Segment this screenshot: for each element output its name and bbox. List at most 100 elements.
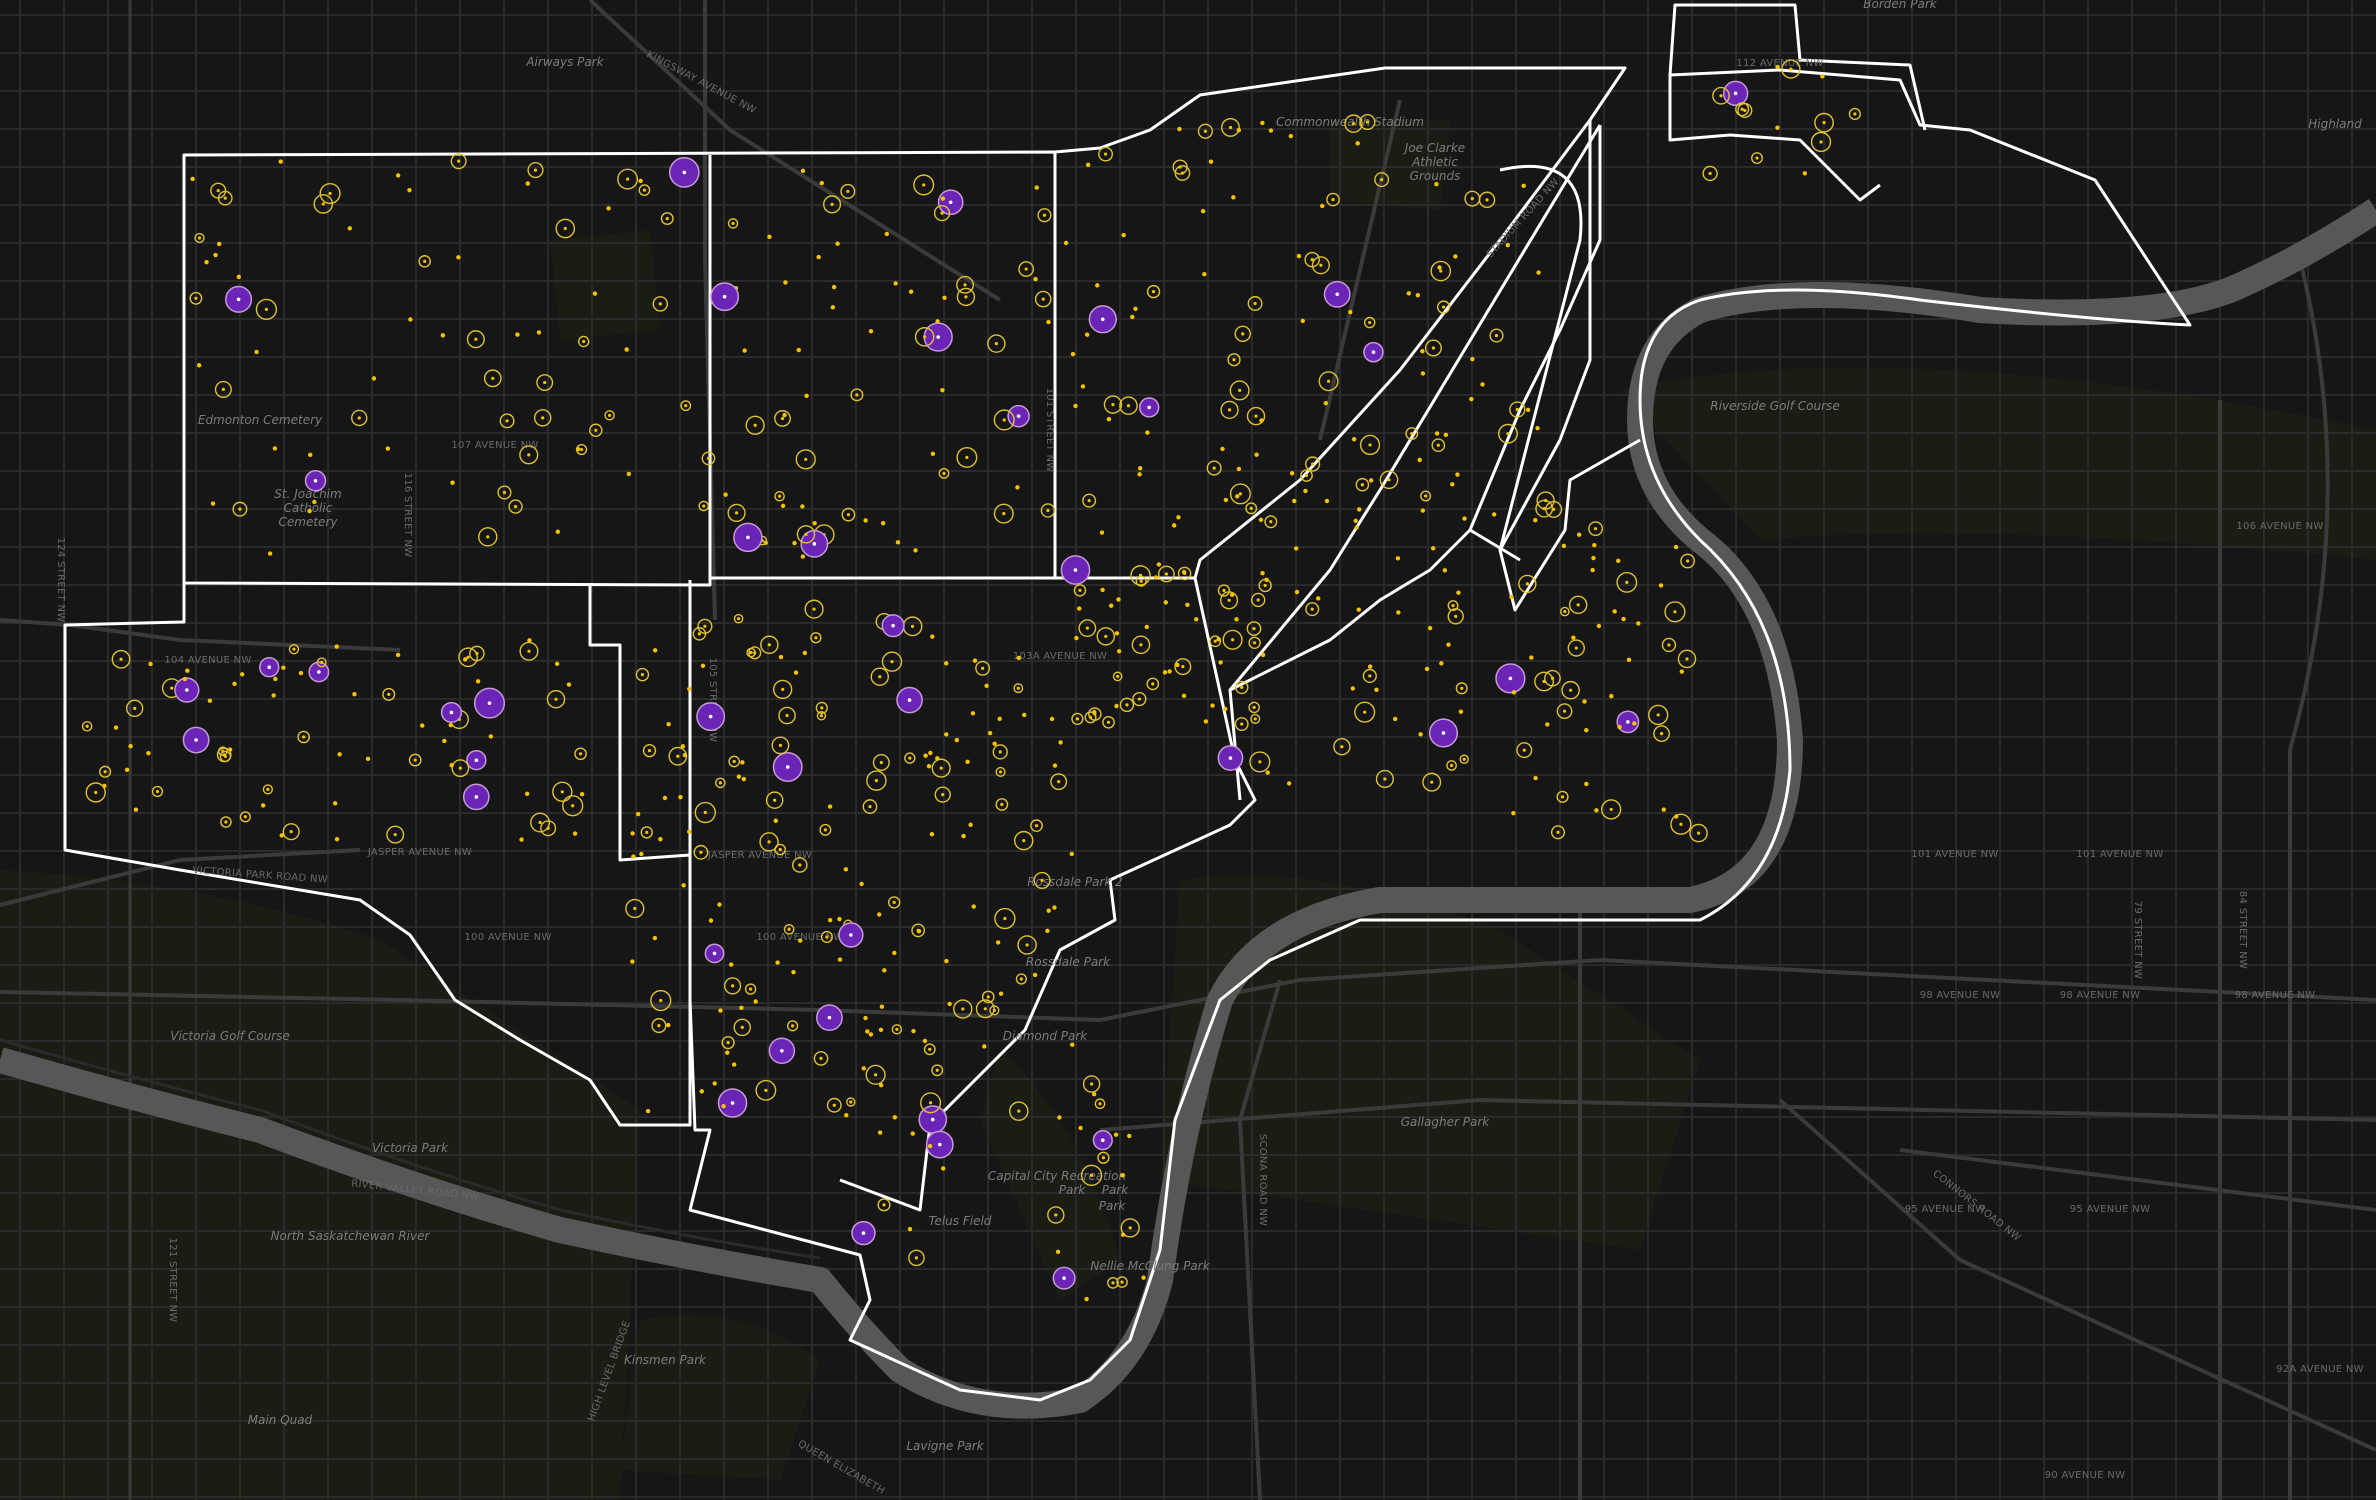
map-point[interactable]	[1138, 397, 1160, 418]
map-point[interactable]	[940, 1166, 946, 1171]
map-point[interactable]	[638, 184, 651, 196]
map-point[interactable]	[214, 380, 232, 398]
map-point[interactable]	[759, 832, 779, 852]
map-point[interactable]	[1108, 603, 1114, 608]
map-point[interactable]	[1203, 719, 1209, 724]
map-point[interactable]	[911, 1028, 916, 1034]
map-point[interactable]	[908, 1249, 925, 1267]
map-point[interactable]	[931, 1064, 944, 1077]
map-point[interactable]	[728, 962, 734, 967]
map-point[interactable]	[800, 168, 806, 174]
map-point[interactable]	[1009, 1101, 1029, 1121]
map-point[interactable]	[626, 471, 632, 477]
map-point[interactable]	[196, 363, 202, 368]
map-point[interactable]	[1046, 319, 1051, 325]
map-point[interactable]	[1247, 296, 1263, 311]
map-point[interactable]	[956, 287, 976, 307]
map-point[interactable]	[1234, 717, 1249, 731]
map-point[interactable]	[1146, 677, 1160, 691]
map-point[interactable]	[1070, 351, 1076, 357]
map-point[interactable]	[113, 725, 119, 730]
map-point[interactable]	[773, 679, 793, 700]
map-point[interactable]	[1246, 406, 1266, 426]
map-point[interactable]	[731, 1062, 737, 1067]
map-point[interactable]	[1235, 680, 1249, 695]
map-point[interactable]	[1073, 584, 1087, 597]
map-point[interactable]	[1323, 280, 1351, 308]
map-point[interactable]	[680, 400, 692, 412]
map-point[interactable]	[1034, 185, 1039, 190]
map-point[interactable]	[1055, 1249, 1061, 1255]
map-point[interactable]	[1254, 452, 1259, 457]
map-point[interactable]	[1144, 624, 1149, 630]
map-point[interactable]	[954, 737, 960, 743]
map-point[interactable]	[721, 1035, 735, 1050]
map-point[interactable]	[624, 347, 629, 352]
map-point[interactable]	[630, 959, 635, 964]
map-point[interactable]	[385, 446, 391, 451]
map-point[interactable]	[298, 670, 304, 676]
map-point[interactable]	[466, 750, 487, 771]
map-point[interactable]	[1052, 763, 1058, 768]
map-point[interactable]	[1074, 635, 1079, 641]
map-point[interactable]	[704, 943, 725, 964]
map-point[interactable]	[262, 784, 273, 795]
map-point[interactable]	[458, 647, 479, 668]
map-point[interactable]	[575, 447, 581, 452]
map-point[interactable]	[1296, 253, 1302, 259]
map-point[interactable]	[816, 254, 821, 260]
map-point[interactable]	[965, 759, 970, 764]
map-point[interactable]	[1590, 567, 1595, 573]
map-point[interactable]	[1775, 125, 1780, 130]
map-point[interactable]	[933, 204, 951, 222]
map-point[interactable]	[555, 529, 561, 534]
map-point[interactable]	[334, 644, 339, 649]
map-point[interactable]	[1420, 349, 1425, 354]
map-point[interactable]	[891, 1024, 903, 1035]
map-point[interactable]	[440, 333, 446, 338]
map-point[interactable]	[1596, 623, 1602, 629]
map-point[interactable]	[1661, 807, 1667, 812]
map-point[interactable]	[1175, 662, 1180, 668]
map-point[interactable]	[1417, 457, 1422, 463]
map-point[interactable]	[1418, 732, 1423, 737]
map-point[interactable]	[865, 1064, 886, 1085]
map-point[interactable]	[896, 686, 923, 714]
map-point[interactable]	[1525, 407, 1531, 413]
map-point[interactable]	[1436, 300, 1451, 314]
map-point[interactable]	[1374, 172, 1390, 188]
map-point[interactable]	[725, 1050, 730, 1055]
map-point[interactable]	[1351, 437, 1357, 442]
map-point[interactable]	[1511, 810, 1516, 816]
map-point[interactable]	[592, 291, 598, 296]
map-point[interactable]	[866, 770, 887, 791]
map-point[interactable]	[1584, 728, 1589, 733]
map-point[interactable]	[282, 823, 300, 841]
map-point[interactable]	[1080, 1164, 1103, 1187]
map-point[interactable]	[865, 1029, 870, 1034]
map-point[interactable]	[1447, 600, 1459, 612]
map-point[interactable]	[589, 423, 603, 437]
map-point[interactable]	[668, 157, 700, 188]
map-point[interactable]	[1121, 232, 1126, 238]
map-point[interactable]	[1545, 722, 1550, 727]
map-point[interactable]	[1363, 341, 1384, 363]
map-point[interactable]	[640, 826, 653, 839]
map-point[interactable]	[1208, 159, 1214, 164]
map-point[interactable]	[552, 781, 573, 803]
map-point[interactable]	[555, 218, 576, 239]
map-point[interactable]	[887, 896, 901, 909]
map-point[interactable]	[1229, 380, 1250, 401]
map-point[interactable]	[1430, 260, 1452, 282]
map-point[interactable]	[463, 657, 468, 662]
map-point[interactable]	[843, 867, 849, 872]
map-point[interactable]	[420, 723, 425, 728]
map-point[interactable]	[308, 452, 313, 458]
map-point[interactable]	[868, 1032, 874, 1037]
map-point[interactable]	[1060, 555, 1091, 585]
map-point[interactable]	[312, 499, 317, 505]
map-point[interactable]	[185, 668, 190, 673]
map-point[interactable]	[1556, 790, 1569, 803]
map-point[interactable]	[1480, 382, 1485, 387]
map-point[interactable]	[1057, 1115, 1062, 1120]
